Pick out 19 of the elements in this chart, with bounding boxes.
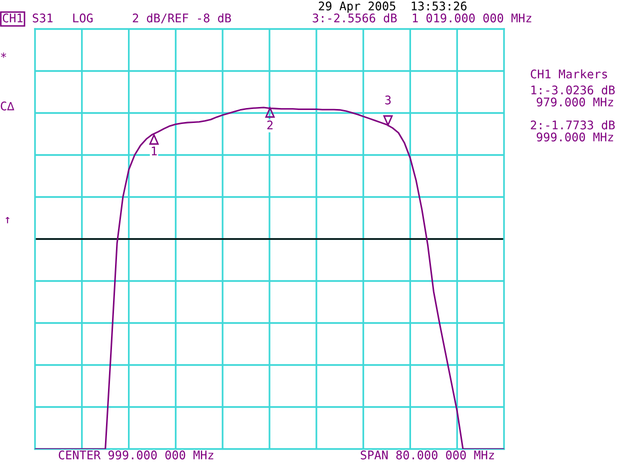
text: ↑ xyxy=(6,216,10,224)
annotation: 1 xyxy=(152,146,157,156)
text: 2 dB/REF -8 dB xyxy=(132,13,231,24)
text: 3:-2.5566 dB 1 019.000 000 MHz xyxy=(312,13,532,22)
text: 1:-3.0236 dB xyxy=(531,85,615,94)
text: S31 xyxy=(32,14,53,22)
text: LOG xyxy=(73,14,93,22)
text: 3 xyxy=(385,96,391,104)
text: * xyxy=(0,52,6,58)
text: 999.000 MHz xyxy=(536,132,614,142)
annotation: 2 xyxy=(267,120,273,130)
text: C∆ xyxy=(0,102,14,110)
text: CH1 Markers xyxy=(530,69,608,78)
text: 979.000 MHz xyxy=(536,98,614,106)
text: 2:-1.7733 dB xyxy=(530,120,615,130)
chart-title: 29 Apr 2005 13:53:26 xyxy=(318,2,466,13)
text: CENTER 999.000 000 MHz xyxy=(58,450,214,460)
text: SPAN 80.000 000 MHz xyxy=(360,450,494,460)
text: CH1 xyxy=(2,14,23,22)
